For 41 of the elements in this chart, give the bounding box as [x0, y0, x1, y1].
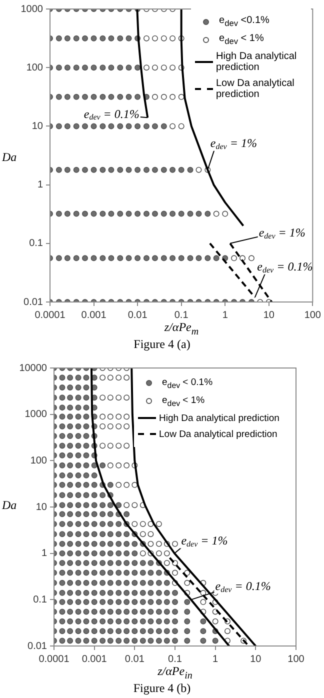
x-tick-label: 0.0001 — [38, 654, 70, 665]
y-tick-label: 0.1 — [29, 238, 44, 250]
x-tick-label: 100 — [288, 654, 305, 665]
legend-label: High Da analytical prediction — [159, 412, 280, 424]
caption: Figure 4 (b) — [132, 681, 192, 696]
legend-label: High Da analytical prediction — [216, 51, 298, 73]
x-tick-label: 0.001 — [82, 654, 108, 665]
legend-label: e$_{dev}$ < 1% — [162, 394, 205, 408]
y-tick-label: 0.1 — [33, 594, 48, 606]
x-tick-label: 0.01 — [124, 654, 145, 665]
y-tick-label: 100 — [26, 62, 44, 74]
legend-label: Low Da analytical prediction — [216, 78, 296, 100]
y-tick-label: 100 — [30, 455, 48, 466]
y-tick-label: 0.01 — [24, 296, 44, 308]
x-tick-label: 0.01 — [128, 310, 148, 321]
legend-label: e$_{dev}$ <0.1% — [219, 15, 270, 28]
y-tick-label: 10000 — [19, 362, 48, 374]
y-tick-label: 1 — [37, 180, 44, 191]
x-tick-label: 0.001 — [81, 310, 107, 321]
x-tick-label: 1 — [222, 310, 228, 321]
x-axis-title: z/αPe$_{m}$ — [163, 320, 200, 338]
y-tick-label: 1 — [41, 548, 48, 560]
y-tick-label: 1000 — [24, 409, 48, 420]
y-axis-title: Da — [2, 498, 17, 513]
y-axis-title: Da — [2, 150, 17, 165]
legend-label: e$_{dev}$ < 0.1% — [162, 377, 213, 390]
x-tick-label: 1 — [212, 654, 219, 665]
x-tick-label: 0.1 — [174, 310, 189, 321]
x-tick-label: 0.0001 — [34, 310, 66, 321]
x-axis-title: z/αPe$_{in}$ — [156, 664, 194, 682]
y-tick-label: 1000 — [20, 4, 44, 15]
legend-label: e$_{dev}$ < 1% — [219, 33, 264, 46]
y-tick-label: 10 — [36, 502, 48, 513]
y-tick-label: 10 — [32, 120, 44, 132]
x-tick-label: 10 — [263, 310, 275, 321]
x-tick-label: 0.1 — [168, 654, 182, 665]
y-tick-label: 0.01 — [28, 640, 48, 652]
caption: Figure 4 (a) — [132, 337, 192, 352]
x-tick-label: 100 — [304, 310, 322, 321]
legend-label: Low Da analytical prediction — [159, 428, 278, 440]
x-tick-label: 10 — [250, 654, 262, 665]
